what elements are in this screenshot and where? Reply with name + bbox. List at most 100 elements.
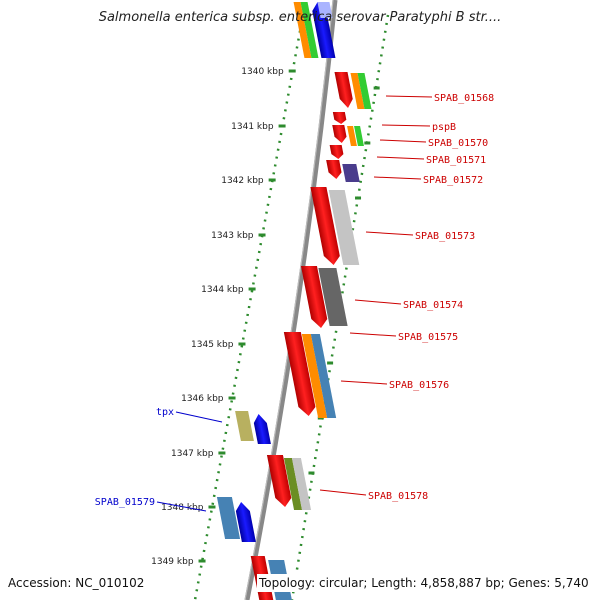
gene-label-leader xyxy=(376,156,425,160)
gene-feature-shape xyxy=(216,497,241,539)
gene-labels: SPAB_01568 pspB SPAB_01570 SPAB_01571 SPAB_0… xyxy=(95,93,494,512)
gene-feature[interactable] xyxy=(328,190,360,265)
gene-label[interactable]: SPAB_01576 xyxy=(389,380,449,391)
gene-feature-shape xyxy=(334,72,353,108)
gene-features xyxy=(216,2,372,600)
gene-feature[interactable] xyxy=(332,112,347,124)
gene-feature[interactable] xyxy=(310,334,337,418)
gene-feature-shape xyxy=(310,187,340,265)
gene-label-leader xyxy=(340,380,388,385)
left-dotted-track xyxy=(193,14,305,600)
ruler-tick-label: 1343 kbp xyxy=(211,231,254,241)
gene-label-leader xyxy=(354,299,402,305)
gene-feature[interactable] xyxy=(332,125,347,143)
gene-label[interactable]: SPAB_01578 xyxy=(368,491,428,502)
topology-text: Topology: circular; Length: 4,858,887 bp… xyxy=(257,574,591,592)
gene-feature-shape xyxy=(235,411,254,441)
gene-feature-shape xyxy=(300,266,328,328)
gene-feature-shape xyxy=(357,73,372,109)
gene-feature-shape xyxy=(283,458,303,510)
gene-feature[interactable] xyxy=(310,187,341,265)
gene-label-leader xyxy=(175,411,223,423)
ruler-tick-label: 1344 kbp xyxy=(201,285,244,295)
gene-feature[interactable] xyxy=(347,126,357,146)
gene-feature[interactable] xyxy=(300,266,329,328)
page-title: Salmonella enterica subsp. enterica sero… xyxy=(98,10,502,25)
gene-feature-shape xyxy=(235,502,256,542)
gene-label-leader xyxy=(349,332,397,337)
ruler-tick-label: 1345 kbp xyxy=(191,340,234,350)
gene-feature-shape xyxy=(293,2,312,58)
gene-label-leader xyxy=(381,124,431,127)
gene-feature[interactable] xyxy=(293,2,312,58)
gene-feature[interactable] xyxy=(252,414,271,444)
gene-feature-shape xyxy=(342,164,360,182)
gene-feature[interactable] xyxy=(354,126,364,146)
gene-feature[interactable] xyxy=(266,455,293,507)
genome-backbone xyxy=(244,0,338,600)
gene-feature-shape xyxy=(354,126,364,146)
gene-feature[interactable] xyxy=(300,2,319,58)
gene-label[interactable]: SPAB_01568 xyxy=(434,93,494,104)
genome-backbone-highlight xyxy=(244,0,334,600)
gene-label[interactable]: SPAB_01570 xyxy=(428,138,488,149)
gene-feature-shape xyxy=(347,126,357,146)
gene-feature-shape xyxy=(266,455,292,507)
gene-feature-shape xyxy=(317,2,333,18)
gene-feature[interactable] xyxy=(326,160,343,179)
gene-label-leader xyxy=(379,139,427,143)
gene-label-leader xyxy=(373,176,422,180)
gene-feature-shape xyxy=(291,458,312,510)
gene-feature-shape xyxy=(310,334,337,418)
gene-feature[interactable] xyxy=(216,497,241,539)
gene-feature-shape xyxy=(253,414,271,444)
gene-feature[interactable] xyxy=(334,72,355,108)
gene-label-leader xyxy=(156,501,207,512)
gene-feature[interactable] xyxy=(318,268,348,326)
gene-feature-shape xyxy=(329,145,344,159)
ruler-tick-label: 1342 kbp xyxy=(221,176,264,186)
gene-feature-shape xyxy=(326,160,342,179)
gene-feature[interactable] xyxy=(291,458,312,510)
gene-feature[interactable] xyxy=(350,73,365,109)
gene-label[interactable]: SPAB_01575 xyxy=(398,332,458,343)
gene-feature[interactable] xyxy=(301,334,328,418)
gene-label-leader xyxy=(385,95,433,98)
gene-label[interactable]: SPAB_01579 xyxy=(95,497,155,508)
ruler-tick-label: 1349 kbp xyxy=(151,557,194,567)
gene-feature-shape xyxy=(332,125,347,143)
gene-label[interactable]: SPAB_01574 xyxy=(403,300,463,311)
gene-label[interactable]: pspB xyxy=(432,122,456,133)
gene-feature[interactable] xyxy=(357,73,372,109)
gene-feature[interactable] xyxy=(329,145,345,159)
gene-feature-shape xyxy=(301,334,328,418)
ruler-tick-label: 1347 kbp xyxy=(171,449,214,459)
gene-feature[interactable] xyxy=(235,411,254,441)
gene-label-leader xyxy=(319,489,367,496)
gene-label[interactable]: SPAB_01571 xyxy=(426,155,486,166)
gene-feature[interactable] xyxy=(311,2,336,58)
gene-feature-shape xyxy=(318,268,348,326)
ruler-tick-label: 1340 kbp xyxy=(241,67,284,77)
gene-feature-shape xyxy=(300,2,319,58)
gene-label[interactable]: SPAB_01573 xyxy=(415,231,475,242)
ruler-tick-label: 1348 kbp xyxy=(161,503,204,513)
gene-feature-shape xyxy=(283,332,316,416)
ruler-tick-label: 1346 kbp xyxy=(181,394,224,404)
gene-feature-shape xyxy=(328,190,360,265)
gene-label[interactable]: SPAB_01572 xyxy=(423,175,483,186)
gene-feature[interactable] xyxy=(317,2,333,18)
gene-label-leader xyxy=(365,231,414,236)
accession-text: Accession: NC_010102 xyxy=(6,574,147,592)
gene-feature-shape xyxy=(312,2,336,58)
gene-feature-shape xyxy=(332,112,347,124)
gene-feature[interactable] xyxy=(234,502,256,542)
ruler-tick-label: 1341 kbp xyxy=(231,122,274,132)
gene-feature-shape xyxy=(350,73,365,109)
gene-feature[interactable] xyxy=(342,164,360,182)
gene-feature[interactable] xyxy=(283,458,303,510)
gene-label[interactable]: tpx xyxy=(156,407,174,418)
gene-feature[interactable] xyxy=(283,332,317,416)
